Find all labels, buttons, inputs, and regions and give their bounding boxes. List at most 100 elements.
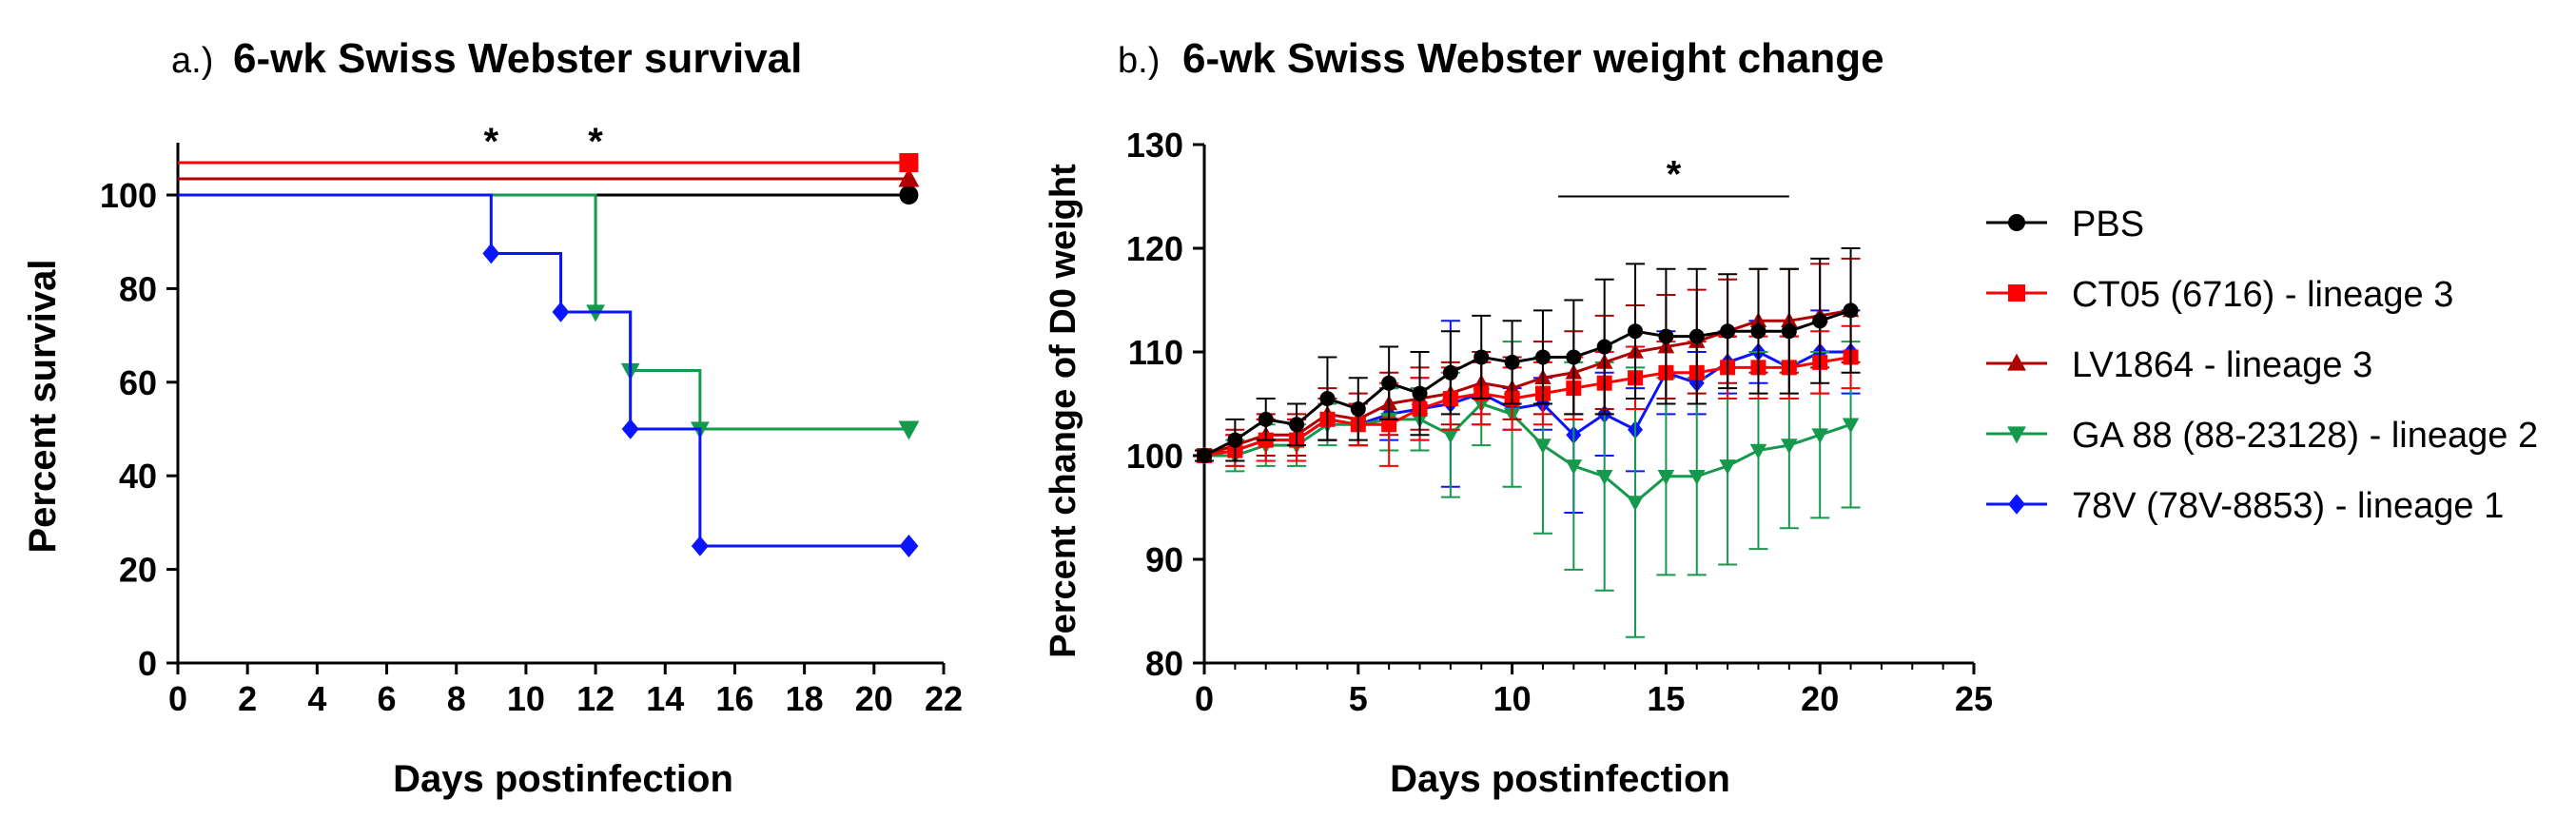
weight-point-pbs — [1596, 339, 1612, 355]
weight-point-pbs — [1628, 323, 1644, 340]
weight-point-ga-88-88-23128-lineage-2 — [1811, 428, 1828, 444]
weight-point-pbs — [1289, 417, 1305, 433]
weight-point-pbs — [1442, 364, 1458, 380]
panel-b-letter: b.) — [1118, 41, 1160, 81]
x-tick-label: 0 — [168, 679, 187, 718]
weight-line-ga-88-88-23128-lineage-2 — [1204, 401, 1852, 505]
weight-point-ga-88-88-23128-lineage-2 — [1657, 470, 1675, 485]
x-tick-label: 10 — [507, 679, 545, 718]
significance-star: * — [588, 121, 603, 163]
weight-point-pbs — [1381, 375, 1397, 391]
weight-point-pbs — [1412, 385, 1428, 401]
survival-line-ga-88-88-23128-lineage-2 — [178, 193, 909, 431]
legend-label: CT05 (6716) - lineage 3 — [2072, 275, 2453, 315]
x-tick-label: 15 — [1647, 679, 1685, 718]
survival-point-ct05-6716-lineage-3 — [899, 153, 919, 172]
panel-b-ylabel: Percent change of D0 weight — [1044, 164, 1083, 658]
survival-point-78v-78v-8853-lineage-1 — [899, 535, 919, 557]
survival-point-pbs — [899, 185, 919, 205]
y-tick-label: 130 — [1126, 126, 1183, 165]
weight-point-pbs — [1197, 448, 1212, 463]
legend-label: PBS — [2072, 205, 2144, 244]
x-tick-label: 10 — [1493, 679, 1532, 718]
weight-point-pbs — [1227, 432, 1243, 448]
weight-line-lv1864-lineage-3 — [1203, 308, 1851, 458]
legend-marker — [2007, 426, 2026, 444]
weight-point-ga-88-88-23128-lineage-2 — [1719, 459, 1736, 476]
y-tick-label: 60 — [119, 363, 157, 402]
weight-point-ga-88-88-23128-lineage-2 — [1442, 428, 1459, 444]
legend-item-ga-88-88-23128-lineage-2: GA 88 (88-23128) - lineage 2 — [1986, 416, 2538, 456]
legend-item-pbs: PBS — [1986, 205, 2144, 244]
x-tick-label: 18 — [786, 679, 824, 718]
weight-point-pbs — [1566, 349, 1582, 365]
weight-point-pbs — [1688, 328, 1705, 344]
legend-item-78v-78v-8853-lineage-1: 78V (78V-8853) - lineage 1 — [1986, 486, 2504, 526]
y-tick-label: 40 — [119, 457, 157, 496]
y-tick-label: 80 — [1145, 644, 1183, 683]
survival-point-78v-78v-8853-lineage-1 — [621, 419, 639, 439]
x-tick-label: 25 — [1955, 679, 1993, 718]
weight-point-pbs — [1658, 328, 1674, 344]
survival-point-78v-78v-8853-lineage-1 — [691, 536, 709, 556]
legend-marker — [2008, 494, 2025, 515]
y-tick-label: 110 — [1128, 333, 1183, 372]
legend: PBS CT05 (6716) - lineage 3 LV1864 - linea… — [1986, 205, 2538, 526]
weight-point-pbs — [1750, 323, 1766, 340]
survival-plot: 0 2 4 6 8 10 12 14 16 18 20 22 0 20 40 60 80 100 * * — [100, 121, 963, 718]
weight-point-ga-88-88-23128-lineage-2 — [1781, 439, 1798, 455]
y-tick-label: 90 — [1145, 540, 1183, 579]
y-tick-label: 120 — [1126, 229, 1183, 268]
x-tick-label: 22 — [925, 679, 963, 718]
weight-point-ga-88-88-23128-lineage-2 — [1565, 459, 1583, 476]
x-tick-label: 6 — [378, 679, 397, 718]
legend-label: 78V (78V-8853) - lineage 1 — [2072, 486, 2504, 526]
y-tick-label: 80 — [119, 269, 157, 308]
x-tick-label: 20 — [855, 679, 893, 718]
x-tick-label: 5 — [1349, 679, 1368, 718]
y-tick-label: 0 — [138, 644, 157, 683]
weight-point-pbs — [1812, 313, 1828, 329]
x-tick-label: 2 — [238, 679, 257, 718]
weight-point-pbs — [1781, 323, 1797, 340]
y-tick-label: 20 — [119, 551, 157, 590]
weight-point-ct05-6716-lineage-3 — [1381, 417, 1397, 433]
weight-point-ga-88-88-23128-lineage-2 — [1534, 439, 1551, 455]
weight-point-ga-88-88-23128-lineage-2 — [1627, 496, 1644, 512]
y-tick-label: 100 — [100, 176, 157, 215]
x-tick-label: 8 — [447, 679, 466, 718]
weight-point-pbs — [1720, 323, 1736, 340]
panel-b-title: 6-wk Swiss Webster weight change — [1182, 35, 1884, 82]
legend-label: GA 88 (88-23128) - lineage 2 — [2072, 416, 2538, 456]
survival-point-78v-78v-8853-lineage-1 — [482, 243, 500, 264]
panel-b-xlabel: Days postinfection — [1390, 758, 1730, 800]
weight-point-ga-88-88-23128-lineage-2 — [1749, 443, 1767, 459]
panel-a-ylabel: Percent survival — [22, 259, 64, 553]
weight-point-pbs — [1534, 349, 1551, 365]
survival-line-78v-78v-8853-lineage-1 — [178, 193, 909, 548]
legend-item-lv1864-lineage-3: LV1864 - lineage 3 — [1986, 345, 2372, 385]
x-tick-label: 12 — [576, 679, 615, 718]
weight-point-pbs — [1843, 302, 1859, 319]
legend-marker — [2008, 214, 2025, 231]
panel-a-letter: a.) — [171, 41, 213, 81]
significance-star: * — [484, 121, 499, 163]
weight-point-pbs — [1350, 400, 1366, 417]
weight-point-pbs — [1319, 391, 1336, 407]
weight-point-pbs — [1473, 349, 1490, 365]
panel-a-xlabel: Days postinfection — [393, 758, 733, 800]
weight-point-ga-88-88-23128-lineage-2 — [1688, 470, 1706, 485]
weight-point-ga-88-88-23128-lineage-2 — [1595, 470, 1613, 485]
significance-star: * — [1667, 154, 1682, 196]
legend-label: LV1864 - lineage 3 — [2072, 345, 2372, 385]
weight-line-pbs — [1203, 308, 1852, 458]
x-tick-label: 14 — [646, 679, 684, 718]
x-tick-label: 16 — [715, 679, 753, 718]
weight-point-ga-88-88-23128-lineage-2 — [1842, 418, 1860, 434]
weight-line-ct05-6716-lineage-3 — [1203, 355, 1851, 458]
weight-point-pbs — [1504, 354, 1520, 370]
survival-point-ga-88-88-23128-lineage-2 — [898, 420, 920, 440]
panel-a-title: 6-wk Swiss Webster survival — [233, 35, 802, 82]
x-tick-label: 20 — [1801, 679, 1839, 718]
